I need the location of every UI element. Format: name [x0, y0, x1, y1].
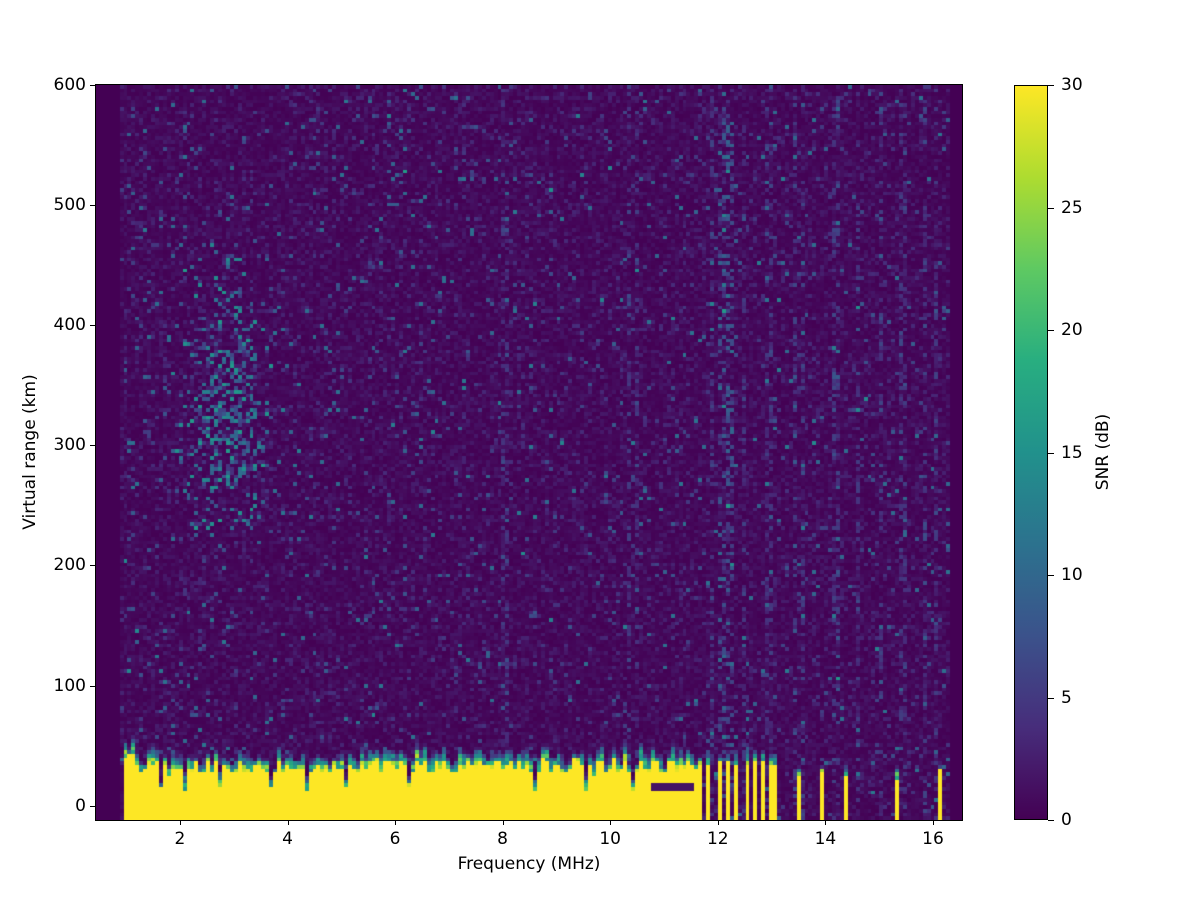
- y-tick-label: 300: [53, 435, 86, 456]
- colorbar-tick-mark: [1048, 207, 1054, 209]
- colorbar-tick-label: 0: [1061, 810, 1072, 830]
- x-tick-label: 12: [706, 829, 729, 849]
- colorbar-tick-label: 15: [1061, 442, 1083, 463]
- y-tick-label: 400: [53, 315, 86, 336]
- y-tick-label: 0: [75, 795, 86, 816]
- colorbar-tick-mark: [1048, 85, 1054, 86]
- colorbar-tick-label: 10: [1061, 565, 1083, 585]
- colorbar-tick-mark: [1048, 452, 1054, 454]
- x-tick-mark: [933, 820, 934, 825]
- y-tick-label: 600: [53, 75, 86, 95]
- x-tick-label: 2: [174, 829, 186, 849]
- x-tick-mark: [287, 820, 289, 825]
- x-tick-label: 6: [389, 829, 401, 849]
- colorbar-tick-label: 20: [1061, 320, 1083, 340]
- y-tick-label: 100: [53, 675, 86, 696]
- y-axis-label: Virtual range (km): [20, 374, 40, 530]
- x-tick-label: 14: [814, 829, 837, 849]
- colorbar-gradient: [1015, 86, 1047, 819]
- colorbar-tick-label: 30: [1061, 75, 1083, 95]
- colorbar-tick-label: 25: [1061, 197, 1083, 218]
- x-tick-label: 8: [497, 829, 509, 849]
- colorbar-tick-mark: [1048, 697, 1054, 699]
- y-tick-mark: [90, 325, 96, 327]
- x-axis-label: Frequency (MHz): [457, 854, 601, 874]
- y-tick-mark: [90, 565, 96, 567]
- y-tick-mark: [90, 445, 96, 447]
- x-tick-mark: [825, 820, 827, 825]
- y-tick-mark: [90, 685, 96, 687]
- y-tick-mark: [90, 205, 96, 207]
- colorbar-tick-label: 5: [1061, 687, 1072, 708]
- colorbar-tick-mark: [1048, 330, 1054, 331]
- colorbar-tick-mark: [1048, 575, 1054, 576]
- y-tick-label: 200: [53, 555, 86, 576]
- colorbar-label: SNR (dB): [1093, 413, 1113, 491]
- x-tick-mark: [395, 820, 397, 825]
- x-tick-mark: [502, 820, 504, 825]
- x-tick-label: 10: [599, 829, 622, 849]
- y-tick-mark: [90, 85, 96, 86]
- heatmap-canvas: [96, 85, 962, 820]
- x-tick-mark: [179, 820, 181, 825]
- x-tick-mark: [610, 820, 612, 825]
- x-tick-label: 16: [922, 829, 944, 849]
- colorbar-tick-mark: [1048, 820, 1054, 821]
- x-tick-mark: [717, 820, 719, 825]
- x-tick-label: 4: [282, 829, 293, 849]
- y-tick-label: 500: [53, 195, 86, 216]
- y-tick-mark: [90, 805, 96, 807]
- colorbar: [1014, 85, 1048, 820]
